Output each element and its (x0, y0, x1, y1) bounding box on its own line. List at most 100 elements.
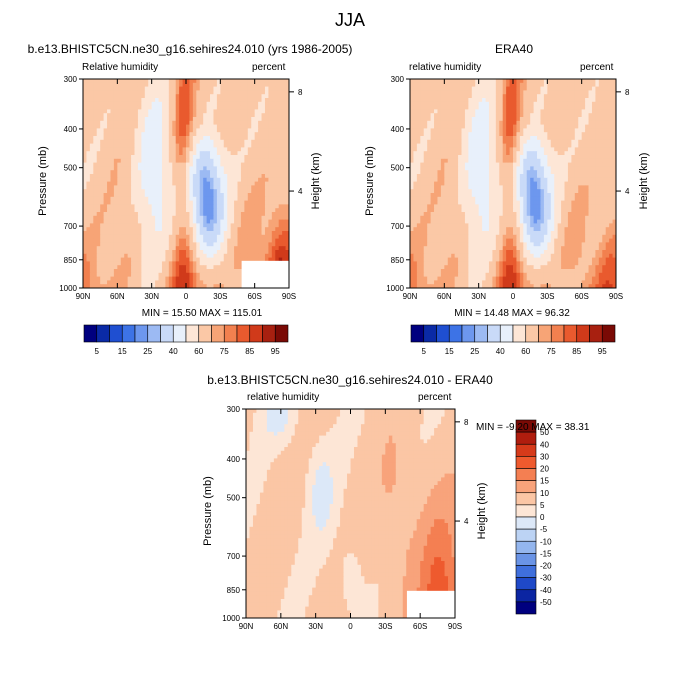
colorbar-swatch (515, 528, 537, 542)
colorbar-label: 50 (540, 428, 549, 437)
y-tick-label: 300 (391, 75, 405, 84)
y2-tick-label: 8 (464, 418, 469, 427)
colorbar-swatch (223, 324, 238, 343)
y-tick-label: 1000 (386, 284, 404, 293)
colorbar-swatch (563, 324, 578, 343)
x-tick-label: 90S (282, 292, 296, 301)
x-tick-label: 30S (213, 292, 227, 301)
colorbar-swatch (147, 324, 161, 343)
colorbar-label: 15 (118, 347, 127, 356)
colorbar-label: -20 (540, 562, 552, 571)
panel1-left-string: Relative humidity (82, 62, 159, 73)
colorbar-swatch (461, 324, 476, 343)
panel1-right-string: percent (252, 62, 286, 73)
y2-tick-label: 8 (625, 88, 630, 97)
x-tick-label: 90S (448, 622, 462, 631)
panel2-right-string: percent (580, 62, 614, 73)
colorbar-label: -10 (540, 537, 552, 546)
colorbar-swatch (410, 324, 425, 343)
colorbar-swatch (185, 324, 200, 343)
colorbar-swatch (515, 431, 537, 445)
x-tick-label: 90S (609, 292, 623, 301)
panel2-plot-area: 90N 60N 30N 0 30S 60S 90S 300 400 500 700 850 1000 8 4 (386, 75, 630, 301)
panel3-left-string: relative humidity (247, 392, 320, 403)
colorbar-label: 10 (540, 489, 549, 498)
y2-tick-label: 8 (298, 88, 303, 97)
colorbar-swatch (96, 324, 110, 343)
colorbar-swatch (423, 324, 437, 343)
colorbar-swatch (83, 324, 98, 343)
colorbar-swatch (576, 324, 590, 343)
colorbar-swatch (515, 601, 537, 615)
colorbar-label: 75 (220, 347, 229, 356)
y-tick-label: 1000 (222, 614, 240, 623)
x-tick-label: 30N (308, 622, 323, 631)
colorbar-label: 15 (540, 477, 549, 486)
x-tick-label: 0 (511, 292, 516, 301)
x-tick-label: 60S (575, 292, 589, 301)
colorbar-label: 5 (422, 347, 427, 356)
colorbar-label: 0 (540, 513, 545, 522)
colorbar-swatch (525, 324, 539, 343)
y-tick-label: 400 (391, 125, 405, 134)
panel2-stats: MIN = 14.48 MAX = 96.32 (454, 308, 570, 319)
colorbar-swatch (515, 456, 537, 469)
x-tick-label: 0 (184, 292, 189, 301)
colorbar-swatch (512, 324, 527, 343)
y-tick-label: 500 (391, 164, 405, 173)
panel1-colorbar: 5 15 25 40 60 75 85 95 (83, 324, 289, 356)
panel1-stats: MIN = 15.50 MAX = 115.01 (141, 308, 263, 319)
colorbar-swatch (211, 324, 225, 343)
x-tick-label: 0 (348, 622, 353, 631)
x-tick-label: 60N (110, 292, 125, 301)
colorbar-label: 25 (143, 347, 152, 356)
y-tick-label: 700 (64, 222, 78, 231)
panel3-stats: MIN = -9.20 MAX = 38.31 (476, 422, 590, 433)
y-tick-label: 850 (64, 256, 78, 265)
colorbar-label: 40 (169, 347, 178, 356)
colorbar-label: 20 (540, 465, 549, 474)
panel1-missing-data-patch (241, 260, 290, 289)
colorbar-swatch (474, 324, 488, 343)
colorbar-swatch (550, 324, 565, 343)
x-tick-label: 90N (76, 292, 91, 301)
colorbar-swatch (515, 589, 537, 603)
colorbar-label: 95 (271, 347, 280, 356)
colorbar-label: 25 (470, 347, 479, 356)
colorbar-label: 15 (445, 347, 454, 356)
colorbar-swatch (172, 324, 187, 343)
colorbar-swatch (134, 324, 149, 343)
panel3-plot-area: 90N 60N 30N 0 30S 60S 90S 300 400 500 700 850 1000 8 4 (222, 405, 469, 631)
colorbar-label: 60 (521, 347, 530, 356)
colorbar-swatch (515, 443, 537, 457)
panel2-colorbar: 5 15 25 40 60 75 85 95 (410, 324, 616, 356)
y-tick-label: 400 (227, 455, 241, 464)
panel3-right-string: percent (418, 392, 452, 403)
colorbar-swatch (236, 324, 251, 343)
panel1-title: b.e13.BHISTC5CN.ne30_g16.sehires24.010 (… (27, 42, 353, 56)
y-tick-label: 700 (227, 552, 241, 561)
colorbar-label: 5 (95, 347, 100, 356)
y-tick-label: 300 (64, 75, 78, 84)
colorbar-swatch (515, 504, 537, 518)
colorbar-swatch (499, 324, 514, 343)
panel3-missing-data-patch (406, 590, 456, 619)
colorbar-label: -15 (540, 549, 552, 558)
x-tick-label: 60N (437, 292, 452, 301)
y-tick-label: 850 (227, 586, 241, 595)
x-tick-label: 90N (403, 292, 418, 301)
colorbar-swatch (515, 565, 537, 578)
colorbar-label: 60 (194, 347, 203, 356)
y-tick-label: 500 (227, 494, 241, 503)
panel2-left-string: relative humidity (409, 62, 482, 73)
panel2-ylabel: Pressure (mb) (364, 146, 376, 216)
colorbar-swatch (515, 516, 537, 530)
colorbar-swatch (515, 468, 537, 481)
panel2-title: ERA40 (494, 42, 534, 56)
colorbar-swatch (262, 324, 276, 343)
y2-tick-label: 4 (625, 187, 630, 196)
y2-tick-label: 4 (298, 187, 303, 196)
colorbar-swatch (601, 324, 616, 343)
panel3-ylabel: Pressure (mb) (202, 476, 214, 546)
